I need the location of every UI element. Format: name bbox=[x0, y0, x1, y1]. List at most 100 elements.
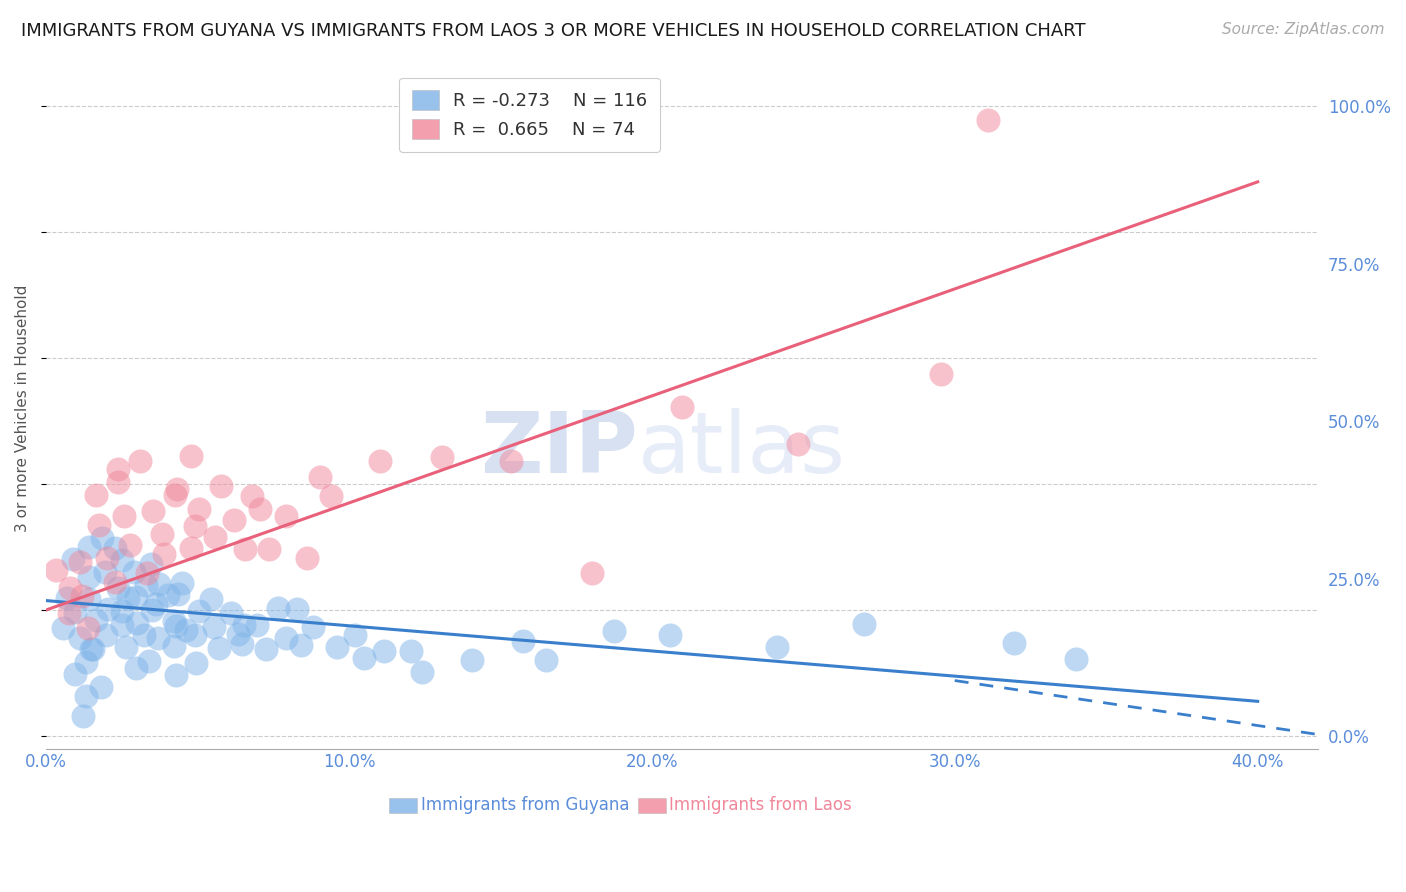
Point bbox=[96, 551, 118, 566]
Text: Source: ZipAtlas.com: Source: ZipAtlas.com bbox=[1222, 22, 1385, 37]
Point bbox=[127, 615, 149, 630]
Point bbox=[150, 527, 173, 541]
Point bbox=[90, 680, 112, 694]
Point bbox=[146, 631, 169, 645]
Point bbox=[233, 541, 256, 556]
Point bbox=[353, 651, 375, 665]
Point bbox=[97, 602, 120, 616]
FancyBboxPatch shape bbox=[637, 798, 665, 814]
Point bbox=[134, 628, 156, 642]
Text: ZIP: ZIP bbox=[479, 408, 637, 491]
Point bbox=[135, 578, 157, 592]
Point bbox=[45, 562, 67, 576]
Point bbox=[184, 628, 207, 642]
Point bbox=[128, 454, 150, 468]
Point bbox=[141, 603, 163, 617]
Point bbox=[222, 513, 245, 527]
Point bbox=[174, 623, 197, 637]
Text: Immigrants from Laos: Immigrants from Laos bbox=[669, 796, 852, 814]
Point bbox=[107, 475, 129, 490]
Point bbox=[170, 576, 193, 591]
Point bbox=[233, 618, 256, 632]
Point bbox=[430, 450, 453, 464]
Point bbox=[107, 461, 129, 475]
Point bbox=[285, 602, 308, 616]
Point bbox=[259, 541, 281, 556]
Point bbox=[62, 551, 84, 566]
Point bbox=[148, 577, 170, 591]
Point bbox=[765, 640, 787, 654]
Point bbox=[187, 502, 209, 516]
Point bbox=[63, 667, 86, 681]
Point bbox=[302, 620, 325, 634]
Point bbox=[207, 640, 229, 655]
Point bbox=[186, 656, 208, 670]
Point bbox=[602, 624, 624, 638]
Point bbox=[59, 582, 82, 596]
Point bbox=[111, 604, 134, 618]
Point bbox=[142, 503, 165, 517]
Point bbox=[69, 631, 91, 645]
Point bbox=[976, 112, 998, 127]
Point bbox=[153, 547, 176, 561]
Point bbox=[534, 652, 557, 666]
Point bbox=[167, 587, 190, 601]
Point bbox=[344, 627, 367, 641]
Point bbox=[72, 709, 94, 723]
Point bbox=[249, 502, 271, 516]
Text: atlas: atlas bbox=[637, 408, 845, 491]
Point bbox=[96, 628, 118, 642]
Point bbox=[157, 588, 180, 602]
Point bbox=[929, 367, 952, 381]
Point bbox=[58, 607, 80, 621]
Point bbox=[1066, 652, 1088, 666]
Point bbox=[117, 591, 139, 605]
Point bbox=[112, 509, 135, 524]
Point bbox=[136, 566, 159, 580]
Point bbox=[308, 469, 330, 483]
Point bbox=[120, 538, 142, 552]
Point bbox=[659, 627, 682, 641]
Point bbox=[75, 689, 97, 703]
Point bbox=[179, 449, 201, 463]
Point bbox=[246, 617, 269, 632]
Point bbox=[145, 597, 167, 611]
Point bbox=[202, 619, 225, 633]
Point bbox=[787, 437, 810, 451]
Point bbox=[124, 590, 146, 604]
Point bbox=[461, 653, 484, 667]
Point bbox=[853, 617, 876, 632]
Point bbox=[80, 642, 103, 657]
Point bbox=[276, 509, 298, 524]
Point bbox=[266, 601, 288, 615]
Legend: R = -0.273    N = 116, R =  0.665    N = 74: R = -0.273 N = 116, R = 0.665 N = 74 bbox=[399, 78, 659, 152]
Point bbox=[188, 604, 211, 618]
Point bbox=[122, 565, 145, 579]
Point bbox=[276, 632, 298, 646]
Point bbox=[166, 482, 188, 496]
Point bbox=[368, 453, 391, 467]
Point bbox=[204, 530, 226, 544]
Point bbox=[219, 606, 242, 620]
Point bbox=[91, 531, 114, 545]
Point bbox=[84, 488, 107, 502]
Point bbox=[501, 454, 523, 468]
Point bbox=[162, 614, 184, 628]
Point bbox=[165, 668, 187, 682]
Point bbox=[82, 641, 104, 656]
Point bbox=[512, 633, 534, 648]
Point bbox=[124, 661, 146, 675]
Point bbox=[70, 589, 93, 603]
Point bbox=[183, 519, 205, 533]
Point bbox=[79, 570, 101, 584]
Point bbox=[209, 479, 232, 493]
FancyBboxPatch shape bbox=[389, 798, 418, 814]
Point bbox=[671, 401, 693, 415]
Text: Immigrants from Guyana: Immigrants from Guyana bbox=[422, 796, 630, 814]
Point bbox=[63, 605, 86, 619]
Point bbox=[200, 591, 222, 606]
Point bbox=[114, 640, 136, 654]
Point bbox=[69, 555, 91, 569]
Point bbox=[1002, 636, 1025, 650]
Point bbox=[104, 541, 127, 555]
